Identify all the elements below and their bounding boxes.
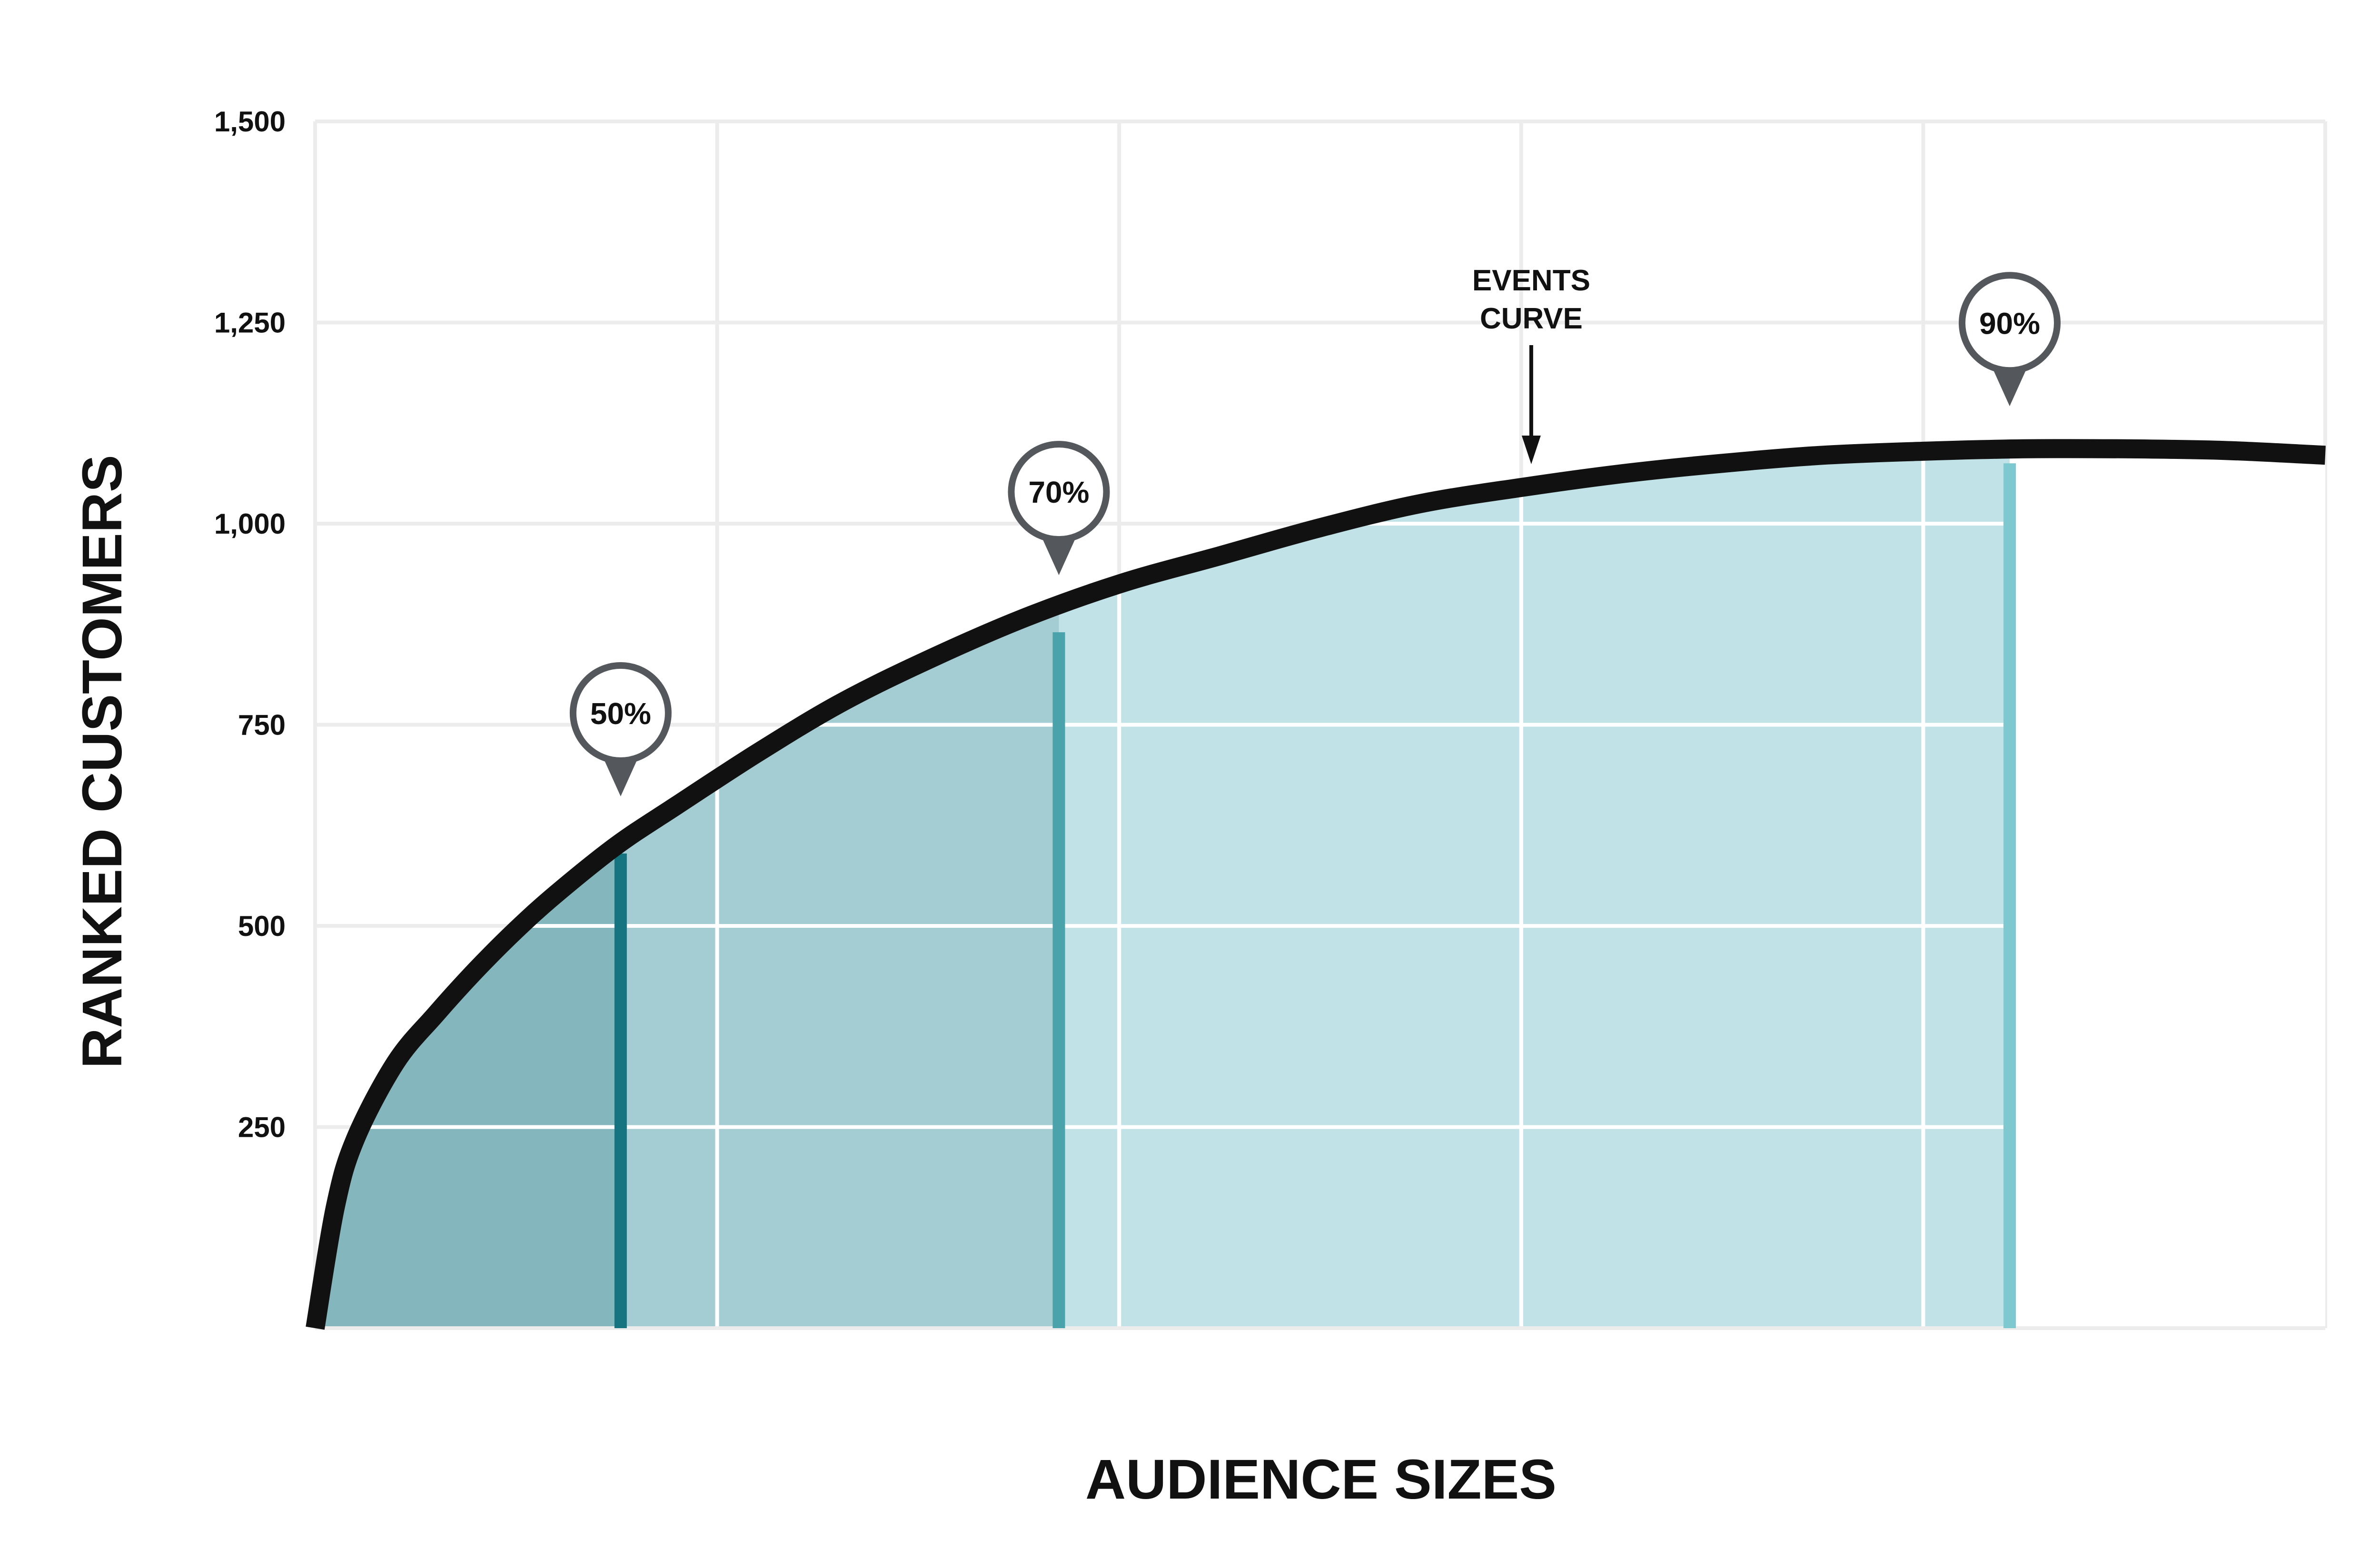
marker-badge-1 bbox=[1008, 441, 1110, 543]
marker-label-2: 90% bbox=[1979, 306, 2040, 340]
y-axis-title: RANKED CUSTOMERS bbox=[71, 455, 134, 1068]
gridlines bbox=[313, 119, 2327, 1330]
annotation-line-0: EVENTS bbox=[1472, 264, 1590, 297]
y-tick-label-4: 1,250 bbox=[214, 307, 286, 339]
marker-1: 70% bbox=[1008, 441, 1110, 576]
band-1 bbox=[620, 448, 1059, 1328]
marker-label-0: 50% bbox=[590, 696, 651, 731]
percentile-markers: 50% 70% 90% bbox=[569, 272, 2061, 796]
marker-0: 50% bbox=[569, 662, 672, 796]
marker-pointer-0 bbox=[600, 752, 641, 796]
marker-pointer-1 bbox=[1039, 531, 1079, 576]
marker-pointer-2 bbox=[1989, 362, 2030, 407]
marker-2: 90% bbox=[1958, 272, 2061, 407]
y-tick-label-1: 500 bbox=[238, 910, 286, 942]
y-tick-label-0: 250 bbox=[238, 1112, 286, 1143]
marker-badge-0 bbox=[569, 662, 672, 764]
marker-badge-2 bbox=[1958, 272, 2061, 374]
x-axis-title: AUDIENCE SIZES bbox=[1085, 1448, 1557, 1511]
y-tick-label-2: 750 bbox=[238, 709, 286, 741]
threshold-lines bbox=[614, 463, 2016, 1328]
shaded-bands bbox=[315, 448, 2010, 1328]
curve-group bbox=[306, 439, 2326, 1330]
band-2 bbox=[1059, 448, 2010, 1328]
annotation-line-1: CURVE bbox=[1480, 302, 1583, 335]
annotation-arrow-head bbox=[1521, 436, 1541, 464]
events-curve-annotation: EVENTS CURVE bbox=[1472, 264, 1590, 464]
y-axis-ticks: 250 500 750 1,000 1,250 1,500 bbox=[214, 106, 286, 1143]
y-tick-label-5: 1,500 bbox=[214, 106, 286, 138]
events-curve-line bbox=[306, 439, 2326, 1330]
marker-label-1: 70% bbox=[1028, 475, 1089, 509]
y-tick-label-3: 1,000 bbox=[214, 508, 286, 540]
